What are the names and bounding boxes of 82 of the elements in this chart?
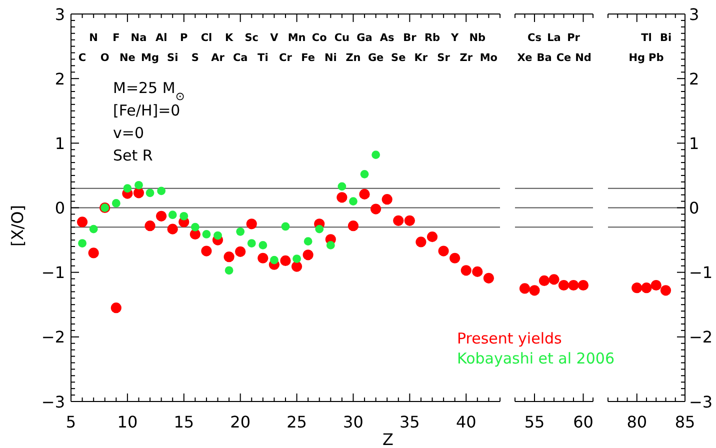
y2-tick-label: 0 [689, 198, 700, 218]
annotation: v=0 [113, 124, 144, 142]
annotation: Nd [575, 52, 592, 64]
x-tick-label: 55 [524, 412, 545, 432]
annotation: Y [450, 32, 460, 44]
annotation: [Fe/H]=0 [113, 102, 180, 120]
y-tick-label: −3 [41, 392, 65, 412]
annotation: O [100, 52, 110, 64]
x-tick-label: 10 [117, 412, 138, 432]
x-tick-label: 30 [343, 412, 364, 432]
annotation: Si [167, 52, 178, 64]
x-tick-label: 15 [174, 412, 194, 432]
annotation: P [180, 32, 188, 44]
annotation: Bi [660, 32, 672, 44]
x-tick-label: 60 [573, 412, 594, 432]
annotation: Mo [480, 52, 498, 64]
annotation: Cl [200, 32, 212, 44]
annotation: Sr [437, 52, 451, 64]
annotation: Ne [119, 52, 136, 64]
x-tick-label: 5 [66, 412, 76, 432]
annotation: Ar [211, 52, 226, 64]
y2-tick-label: 1 [689, 134, 700, 153]
annotation: C [78, 52, 86, 64]
y2-tick-label: −3 [689, 392, 713, 412]
annotation: Kr [414, 52, 428, 64]
y-tick-label: 3 [54, 4, 65, 24]
annotation: Hg [628, 52, 646, 64]
annotation: V [270, 32, 280, 44]
annotation: Nb [469, 32, 486, 44]
annotation: Sc [244, 32, 259, 44]
annotation: Br [403, 32, 418, 44]
annotation: S [191, 52, 199, 64]
annotation: Ti [258, 52, 268, 64]
annotation: Set R [113, 146, 153, 164]
annotation: F [112, 32, 120, 44]
y-tick-label: 2 [54, 69, 65, 88]
text: Present yields [457, 330, 562, 348]
annotation: Ba [536, 52, 552, 64]
annotation: Na [130, 32, 147, 44]
annotation: Cs [528, 32, 542, 44]
annotation: Mg [141, 52, 160, 64]
annotation: Co [312, 32, 327, 44]
annotation: Mn [288, 32, 306, 44]
text: Kobayashi et al 2006 [457, 350, 614, 368]
y2-tick-label: −2 [689, 328, 713, 347]
annotation: Zr [460, 52, 474, 64]
annotation: Ni [324, 52, 337, 64]
annotation: Pb [648, 52, 664, 64]
x-axis-title: Z [382, 430, 394, 448]
annotation: Al [155, 32, 168, 44]
annotation: Xe [517, 52, 532, 64]
x-tick-label: 40 [456, 412, 476, 432]
y-tick-label: −2 [41, 328, 65, 347]
y-axis-title: [X/O] [8, 205, 27, 246]
annotation: Ca [232, 52, 248, 64]
x-tick-label: 85 [674, 412, 696, 432]
annotation: Rb [424, 32, 441, 44]
annotation: Ce [556, 52, 572, 64]
y-tick-label: 1 [54, 134, 65, 153]
annotation: M=25 M$_{⊙}$ [113, 79, 185, 102]
y2-tick-label: −1 [689, 263, 713, 282]
y2-tick-label: 3 [689, 4, 700, 24]
x-tick-label: 35 [400, 412, 420, 432]
annotation: Zn [346, 52, 361, 64]
x-tick-label: 20 [230, 412, 251, 432]
annotation: K [224, 32, 234, 44]
annotation: Pr [567, 32, 581, 44]
annotation: Cu [334, 32, 350, 44]
annotation: As [380, 32, 394, 44]
annotation: Tl [641, 32, 652, 44]
x-tick-label: 80 [626, 412, 648, 432]
annotation: Ga [356, 32, 372, 44]
x-tick-label: 25 [286, 412, 307, 432]
annotation: Fe [301, 52, 316, 64]
y-tick-label: 0 [54, 198, 65, 218]
annotation: N [89, 32, 98, 44]
y2-tick-label: 2 [689, 69, 700, 88]
y-tick-label: −1 [41, 263, 65, 282]
annotation: Cr [279, 52, 293, 64]
annotation: Se [391, 52, 406, 64]
annotation: Ge [368, 52, 384, 64]
annotation: La [547, 32, 561, 44]
